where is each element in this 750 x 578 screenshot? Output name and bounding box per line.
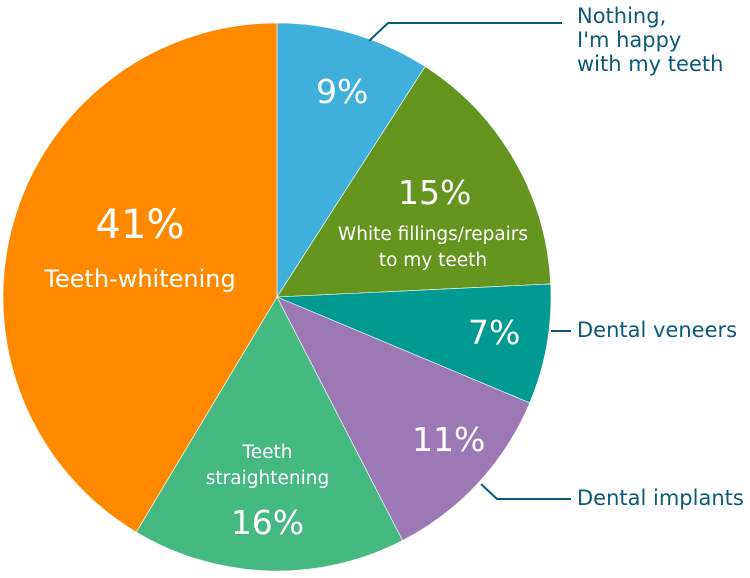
outside-label-nothing-1: Nothing, [577, 4, 667, 28]
outside-label-nothing-3: with my teeth [577, 52, 724, 76]
slice-label-straight-pct: 16% [230, 503, 305, 542]
pie-slice-white-fillings-repairs-to-my-teeth [276, 66, 552, 298]
pie-slice-teeth-whitening [2, 22, 278, 533]
slice-label-veneers-pct: 7% [468, 313, 521, 352]
slice-label-fillings-name-2: to my teeth [378, 250, 488, 271]
outside-label-implants: Dental implants [577, 486, 744, 510]
slice-label-implants-pct: 11% [412, 420, 486, 459]
pie-slices [2, 22, 552, 572]
pie-slice-teeth-straightening [135, 296, 403, 572]
slice-label-straight-name-1: Teeth [242, 442, 293, 463]
slice-label-whitening-name: Teeth-whitening [44, 265, 236, 293]
outside-label-nothing-2: I'm happy [577, 28, 682, 52]
slice-label-nothing-pct: 9% [316, 72, 369, 111]
leader-line-nothing [368, 22, 562, 42]
pie-slice-dental-implants [276, 296, 531, 541]
pie-slice-nothing-i-m-happy-with-my-teeth [276, 22, 426, 299]
outside-label-veneers: Dental veneers [577, 318, 738, 342]
slice-label-fillings-pct: 15% [398, 173, 472, 212]
leader-line-implants [480, 483, 571, 500]
leader-lines [368, 22, 571, 500]
pie-slice-dental-veneers [276, 283, 552, 404]
slice-label-fillings-name-1: White fillings/repairs [337, 224, 529, 245]
slice-label-straight-name-2: straightening [205, 468, 330, 489]
slice-label-whitening-pct: 41% [95, 202, 185, 248]
